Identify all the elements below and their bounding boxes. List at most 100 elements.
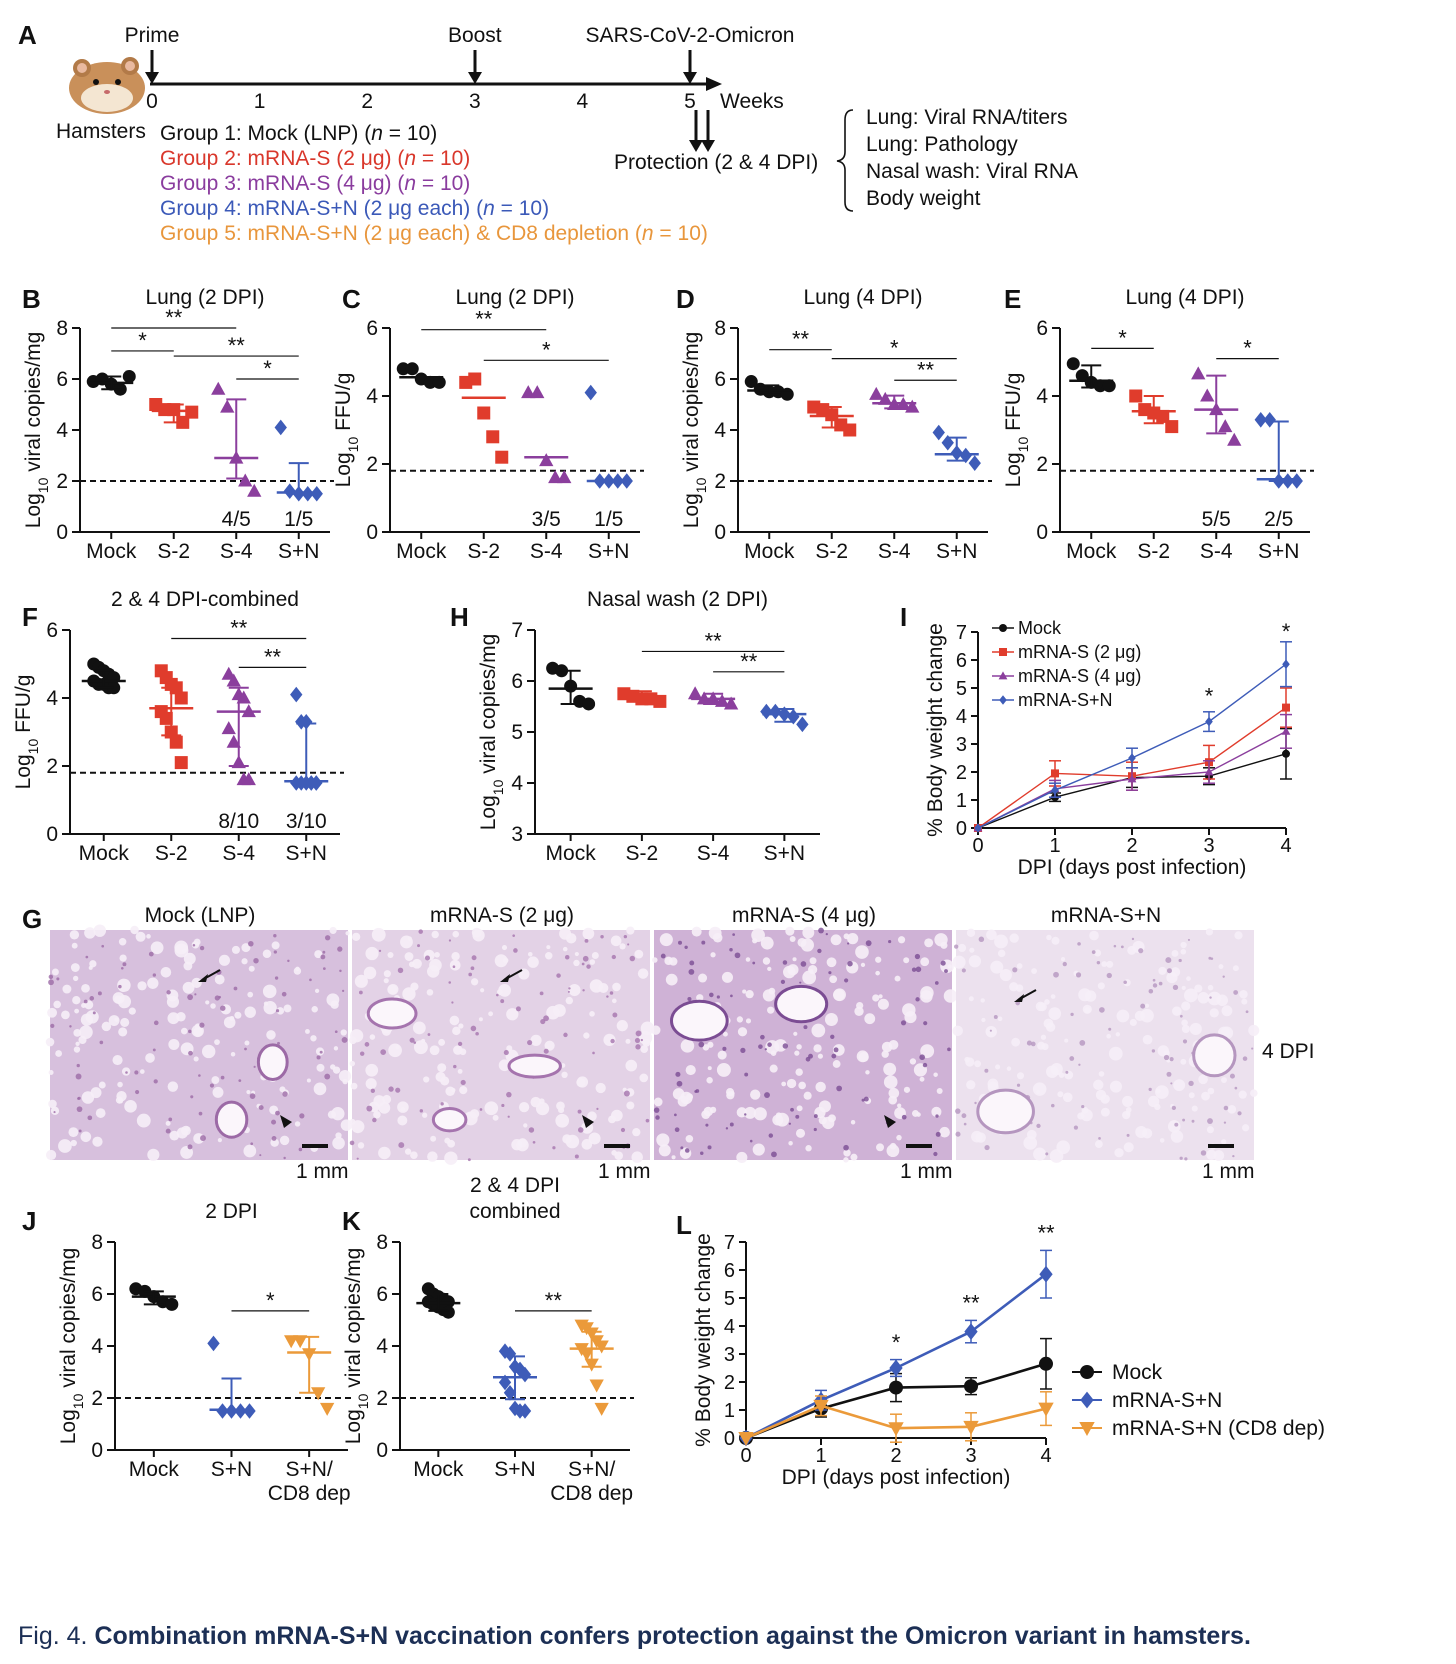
cell-nucleus	[273, 950, 277, 954]
cell-nucleus	[1165, 957, 1172, 964]
cell-nucleus	[1069, 1056, 1075, 1061]
data-point	[687, 686, 703, 700]
readout-item: Body weight	[866, 187, 981, 210]
cell-nucleus	[1242, 1056, 1248, 1061]
alveolus	[903, 957, 910, 964]
alveolus	[247, 991, 254, 998]
y-tick-label: 4	[724, 1316, 735, 1338]
alveolus	[702, 1044, 710, 1051]
cell-nucleus	[1070, 1012, 1074, 1017]
alveolus	[931, 1106, 942, 1117]
y-tick-label: 6	[511, 670, 523, 693]
alveolus	[737, 1027, 748, 1037]
alveolus	[305, 1029, 310, 1034]
alveolus	[283, 1004, 292, 1013]
alveolus	[1094, 949, 1102, 957]
x-tick-label: S+N	[286, 842, 327, 865]
cell-nucleus	[319, 1050, 323, 1054]
alveolus	[310, 1035, 317, 1042]
cell-nucleus	[635, 1030, 642, 1037]
cell-nucleus	[274, 976, 279, 980]
y-tick-label: 8	[91, 1231, 103, 1254]
alveolus	[263, 1001, 269, 1006]
data-point	[165, 1297, 179, 1311]
alveolus	[685, 1064, 696, 1076]
alveolus	[338, 1069, 352, 1083]
data-point	[247, 483, 262, 497]
alveolus	[1207, 991, 1222, 1006]
cell-nucleus	[409, 1037, 415, 1043]
micrograph-title: Mock (LNP)	[144, 904, 256, 927]
alveolus	[1221, 1077, 1227, 1083]
data-point	[738, 1432, 754, 1447]
alveolus	[61, 1010, 70, 1020]
alveolus	[865, 1070, 870, 1075]
data-point	[396, 362, 410, 376]
cell-nucleus	[271, 1119, 277, 1125]
chart-L: L 0 1 2 3 4 5 6 7 0 1 2 3 4 % Body weight change DPI (d…	[676, 1210, 1325, 1489]
cell-nucleus	[725, 1127, 729, 1130]
data-point	[159, 711, 173, 725]
significance-label: *	[263, 356, 272, 381]
data-point	[813, 1399, 829, 1414]
alveolus	[168, 1038, 180, 1050]
cell-nucleus	[253, 958, 259, 964]
alveolus	[1155, 1088, 1161, 1094]
alveolus	[1213, 1150, 1225, 1161]
alveolus	[306, 1078, 311, 1083]
scale-bar	[1208, 1144, 1234, 1148]
y-tick-label: 7	[724, 1232, 735, 1254]
cell-nucleus	[935, 1131, 941, 1137]
alveolus	[85, 1010, 99, 1024]
data-point	[760, 703, 773, 720]
data-point	[653, 694, 667, 708]
alveolus	[523, 1123, 528, 1128]
alveolus	[1129, 1018, 1137, 1027]
cell-nucleus	[1078, 1063, 1081, 1066]
alveolus	[1144, 1003, 1150, 1008]
alveolus	[1048, 1007, 1062, 1020]
data-point	[869, 386, 884, 400]
alveolus	[669, 957, 678, 966]
cell-nucleus	[1148, 1087, 1152, 1092]
alveolus	[404, 1148, 412, 1155]
alveolus	[760, 936, 774, 950]
x-tick-label: 0	[740, 1445, 751, 1467]
cell-nucleus	[915, 997, 920, 1002]
alveolus	[458, 1023, 464, 1029]
alveolus	[1033, 1147, 1047, 1161]
cell-nucleus	[1207, 1118, 1213, 1124]
x-tick-label: S-2	[626, 842, 659, 865]
data-point	[1075, 369, 1089, 383]
alveolus	[118, 937, 127, 946]
cell-nucleus	[1229, 1073, 1235, 1079]
legend-label: mRNA-S (2 μg)	[1018, 642, 1141, 662]
alveolus	[1082, 1004, 1092, 1014]
cell-nucleus	[620, 1127, 626, 1133]
significance-label: **	[917, 357, 935, 382]
alveolus	[335, 1132, 342, 1139]
cell-nucleus	[861, 1098, 865, 1102]
alveolus	[576, 1078, 586, 1088]
data-point	[238, 473, 253, 487]
cell-nucleus	[689, 960, 695, 966]
alveolus	[558, 1107, 565, 1114]
series-line	[977, 663, 1287, 829]
cell-nucleus	[244, 1047, 247, 1051]
alveolus	[397, 1115, 408, 1126]
alveolus	[75, 1041, 80, 1046]
cell-nucleus	[475, 1031, 479, 1036]
micrograph-title: mRNA-S (4 μg)	[732, 904, 876, 927]
alveolus	[1194, 984, 1203, 993]
alveolus	[79, 1025, 93, 1039]
cell-nucleus	[187, 994, 194, 1001]
alveolus	[745, 957, 751, 962]
cell-nucleus	[888, 940, 892, 944]
alveolus	[530, 1034, 542, 1046]
alveolus	[995, 1064, 1001, 1070]
cell-nucleus	[782, 1043, 789, 1049]
alveolus	[81, 1091, 95, 1104]
